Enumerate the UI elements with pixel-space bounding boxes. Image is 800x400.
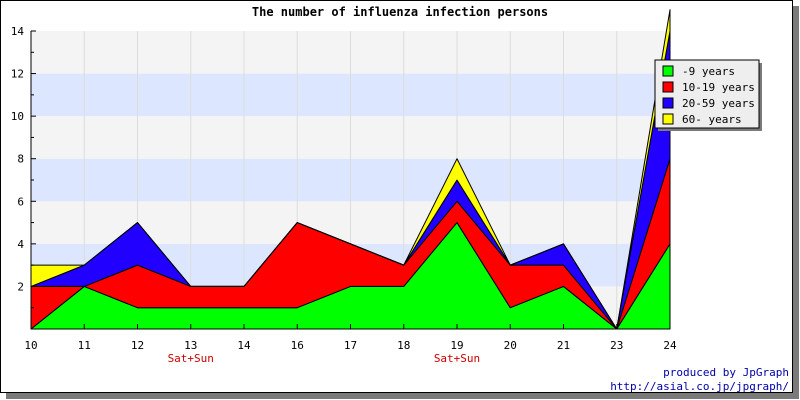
x-tick-label: 11 (78, 339, 91, 352)
legend-swatch (662, 113, 674, 125)
x-tick-label: 18 (397, 339, 410, 352)
x-tick-label: 24 (663, 339, 677, 352)
x-tick-label: 20 (504, 339, 517, 352)
legend: -9 years 10-19 years 20-59 years 60- years (654, 59, 762, 131)
y-tick-label: 14 (11, 25, 25, 38)
credit-line-1: produced by JpGraph (663, 366, 789, 379)
y-tick-label: 4 (17, 238, 24, 251)
x-tick-label: 10 (24, 339, 37, 352)
legend-label: 10-19 years (682, 81, 755, 94)
x-tick-label: 12 (131, 339, 144, 352)
legend-swatch (662, 65, 674, 77)
credit-line-2: http://asial.co.jp/jpgraph/ (610, 380, 789, 393)
x-tick-label: 17 (344, 339, 357, 352)
frame-shadow-right (793, 6, 799, 398)
x-tick-label: 13 (184, 339, 197, 352)
legend-label: -9 years (682, 65, 735, 78)
x-tick-label: 19 (450, 339, 463, 352)
weekend-label: Sat+Sun (168, 352, 214, 365)
y-tick-label: 8 (17, 153, 24, 166)
legend-label: 20-59 years (682, 97, 755, 110)
y-tick-label: 6 (17, 195, 24, 208)
y-tick-label: 12 (11, 68, 24, 81)
y-tick-label: 10 (11, 110, 24, 123)
legend-swatch (662, 81, 674, 93)
frame-shadow-bottom (6, 393, 799, 399)
x-tick-label: 14 (237, 339, 251, 352)
x-tick-label: 23 (610, 339, 623, 352)
legend-swatch (662, 97, 674, 109)
weekend-label: Sat+Sun (434, 352, 480, 365)
y-tick-label: 2 (17, 280, 24, 293)
chart-title: The number of influenza infection person… (252, 5, 548, 19)
x-tick-label: 21 (557, 339, 570, 352)
x-tick-label: 16 (291, 339, 304, 352)
area-series-4 (30, 9, 671, 330)
legend-label: 60- years (682, 113, 742, 126)
